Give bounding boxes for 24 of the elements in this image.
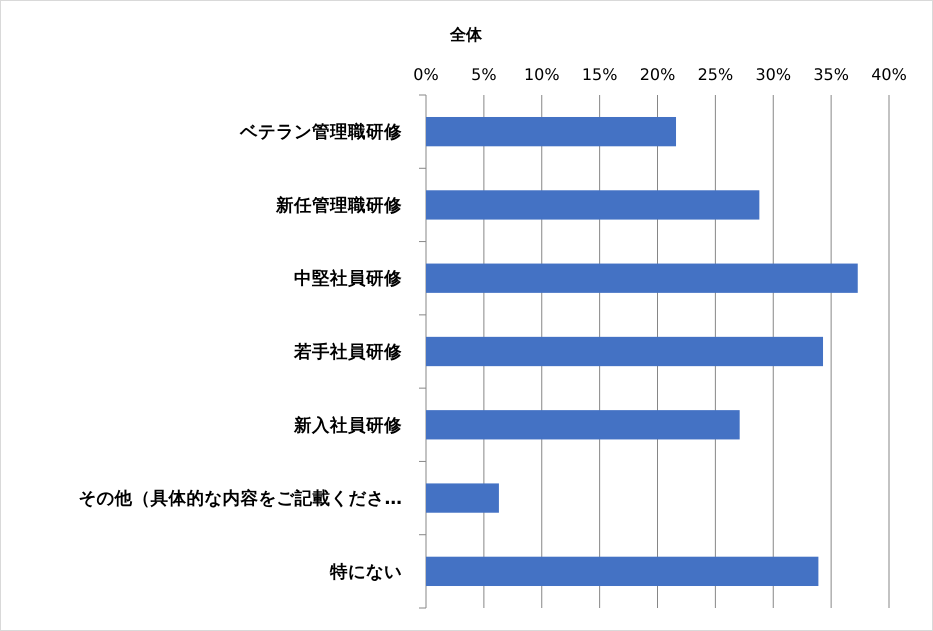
y-tick-label: ベテラン管理職研修 bbox=[239, 122, 403, 143]
y-tick-label: 新任管理職研修 bbox=[275, 194, 403, 216]
x-tick-label: 5% bbox=[471, 65, 497, 84]
bar bbox=[426, 264, 858, 293]
bar bbox=[426, 410, 740, 440]
chart-title: 全体 bbox=[449, 25, 483, 44]
y-tick-label: 新入社員研修 bbox=[293, 414, 403, 436]
bar bbox=[426, 336, 824, 366]
x-tick-label: 25% bbox=[698, 65, 734, 84]
x-tick-label: 15% bbox=[582, 65, 618, 84]
bar bbox=[426, 116, 676, 146]
x-tick-label: 35% bbox=[813, 65, 849, 84]
y-tick-label: 若手社員研修 bbox=[293, 342, 403, 362]
y-tick-label: 中堅社員研修 bbox=[294, 268, 403, 290]
x-tick-label: 30% bbox=[755, 65, 792, 84]
x-tick-label: 0% bbox=[413, 65, 439, 84]
bar bbox=[426, 190, 760, 220]
y-tick-label: その他（具体的な内容をご記載くださ… bbox=[78, 488, 402, 510]
x-tick-label: 40% bbox=[871, 65, 907, 84]
x-tick-label: 20% bbox=[640, 65, 676, 84]
y-tick-label: 特にない bbox=[329, 561, 402, 582]
bar bbox=[426, 483, 499, 513]
bar bbox=[426, 556, 818, 586]
x-tick-label: 10% bbox=[524, 65, 560, 84]
